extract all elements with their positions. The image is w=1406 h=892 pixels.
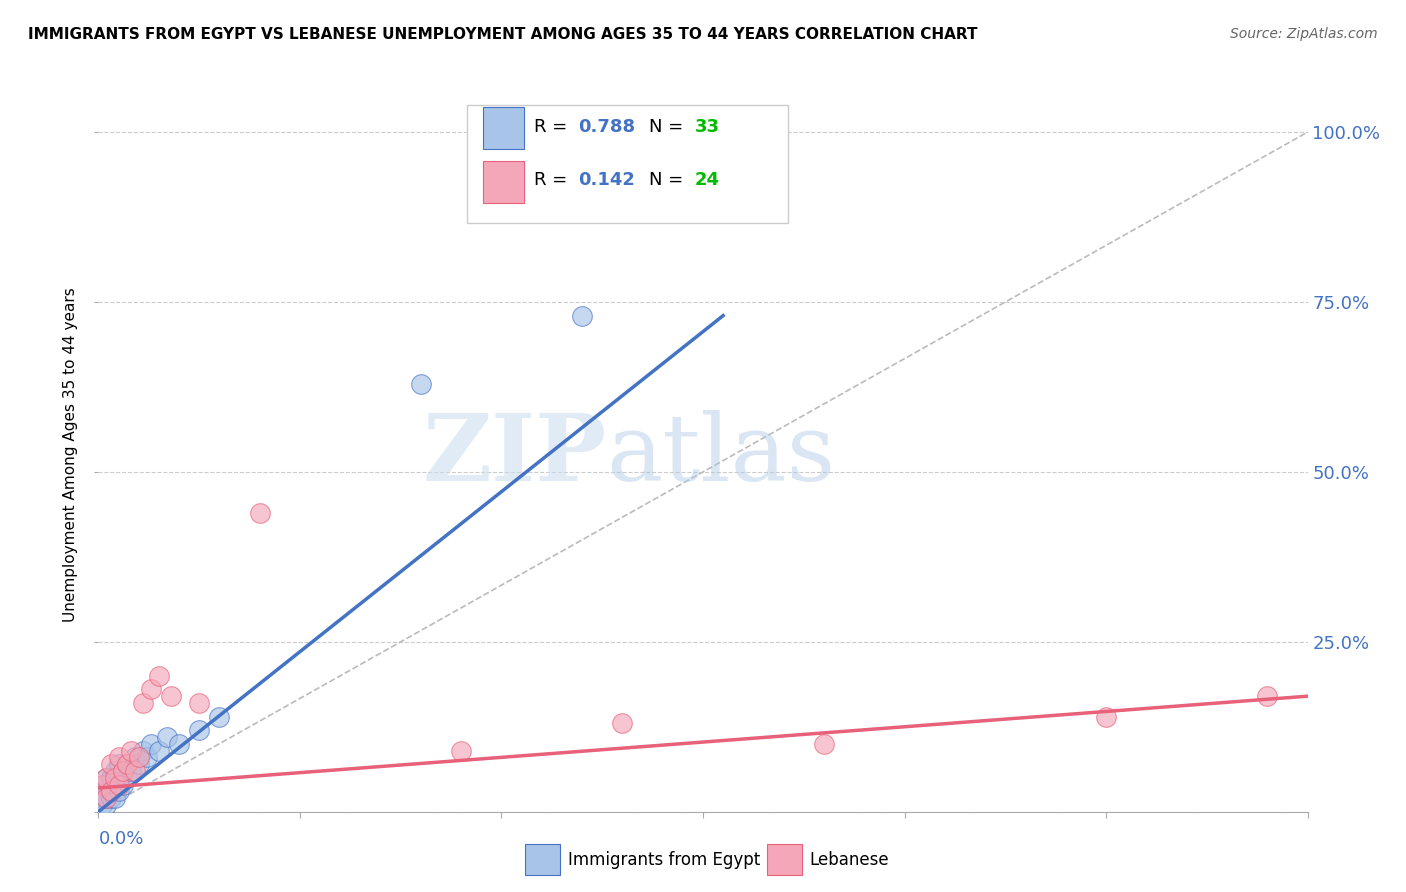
Point [96, 791, 118, 805]
Point [156, 730, 179, 744]
Point [1256, 689, 1278, 703]
Point [111, 778, 134, 792]
FancyBboxPatch shape [768, 844, 803, 875]
Point [96, 797, 118, 812]
Point [103, 791, 125, 805]
Point [188, 723, 211, 738]
Y-axis label: Unemployment Among Ages 35 to 44 years: Unemployment Among Ages 35 to 44 years [63, 287, 79, 623]
Text: 0.788: 0.788 [578, 118, 636, 136]
Text: ZIP: ZIP [422, 410, 606, 500]
Text: 33: 33 [695, 118, 720, 136]
Point [132, 743, 155, 757]
Text: 24: 24 [695, 171, 720, 189]
FancyBboxPatch shape [482, 107, 524, 150]
Point [111, 764, 134, 778]
Point [188, 696, 211, 710]
Point [91, 784, 114, 798]
Point [100, 791, 122, 805]
Point [103, 764, 125, 778]
Point [107, 757, 129, 772]
Point [167, 737, 190, 751]
Point [96, 778, 118, 792]
Point [107, 750, 129, 764]
Point [115, 757, 138, 772]
Point [115, 771, 138, 785]
Point [107, 784, 129, 798]
Point [115, 757, 138, 772]
Point [96, 771, 118, 785]
Point [107, 778, 129, 792]
Point [100, 784, 122, 798]
Point [111, 764, 134, 778]
Point [135, 750, 157, 764]
Text: 0.0%: 0.0% [98, 830, 143, 847]
Point [120, 764, 142, 778]
Point [813, 737, 835, 751]
Point [91, 778, 114, 792]
Point [100, 757, 122, 772]
Point [128, 750, 150, 764]
FancyBboxPatch shape [482, 161, 524, 203]
Point [91, 791, 114, 805]
Point [249, 506, 271, 520]
Point [128, 757, 150, 772]
Point [100, 771, 122, 785]
Text: IMMIGRANTS FROM EGYPT VS LEBANESE UNEMPLOYMENT AMONG AGES 35 TO 44 YEARS CORRELA: IMMIGRANTS FROM EGYPT VS LEBANESE UNEMPL… [28, 27, 977, 42]
Point [1095, 709, 1118, 723]
Point [96, 791, 118, 805]
Point [103, 771, 125, 785]
Text: atlas: atlas [606, 410, 835, 500]
Point [612, 716, 634, 731]
Point [571, 309, 593, 323]
Text: 0.142: 0.142 [578, 171, 636, 189]
Point [139, 682, 162, 697]
Text: R =: R = [534, 171, 572, 189]
Text: R =: R = [534, 118, 572, 136]
Text: Lebanese: Lebanese [810, 851, 889, 869]
Point [124, 750, 146, 764]
Point [139, 737, 162, 751]
Text: Immigrants from Egypt: Immigrants from Egypt [568, 851, 759, 869]
Point [450, 743, 472, 757]
Point [148, 743, 170, 757]
Point [120, 743, 142, 757]
Point [91, 797, 114, 812]
Point [132, 696, 155, 710]
Point [103, 778, 125, 792]
Point [107, 771, 129, 785]
Point [148, 669, 170, 683]
Text: N =: N = [648, 118, 689, 136]
FancyBboxPatch shape [526, 844, 561, 875]
Point [160, 689, 183, 703]
Point [208, 709, 231, 723]
FancyBboxPatch shape [467, 105, 787, 223]
Text: Source: ZipAtlas.com: Source: ZipAtlas.com [1230, 27, 1378, 41]
Point [409, 376, 432, 391]
Point [96, 771, 118, 785]
Point [124, 764, 146, 778]
Text: N =: N = [648, 171, 689, 189]
Point [100, 784, 122, 798]
